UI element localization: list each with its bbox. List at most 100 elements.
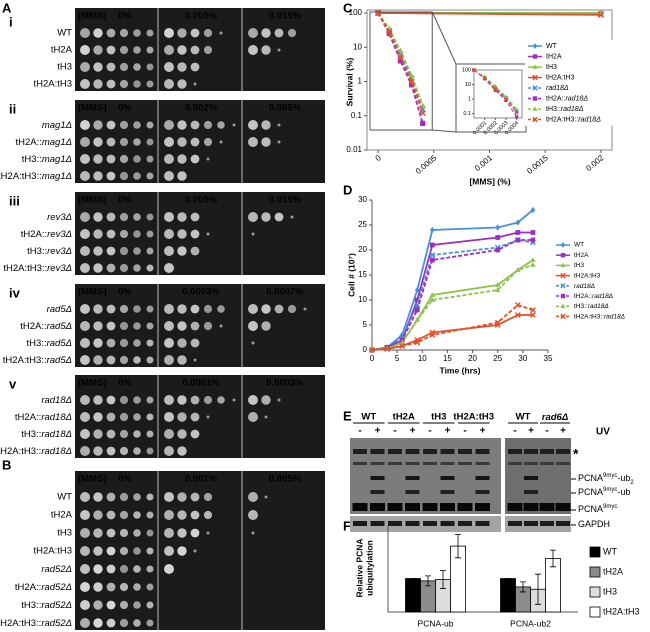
- data-point: [429, 332, 436, 338]
- colony-spot: [106, 546, 116, 556]
- lane-label: -: [358, 426, 361, 437]
- colony-spot: [106, 137, 116, 147]
- colony-spot: [177, 412, 187, 422]
- text-part: -ub: [617, 473, 630, 483]
- colony-spot: [177, 446, 187, 456]
- blot-band: [540, 521, 554, 526]
- legend-label: tH2A:tH3: [574, 272, 601, 279]
- dose-label: 0%: [118, 287, 132, 298]
- blot-band: [370, 476, 385, 480]
- legend-label: rad18Δ: [546, 85, 569, 92]
- y-tick-label: 0.1: [351, 111, 363, 120]
- series-line: [371, 303, 534, 351]
- blot-band: [405, 503, 420, 511]
- colony-spot: [164, 321, 174, 331]
- colony-spot: [203, 120, 213, 130]
- lane-group-label: rad6Δ: [542, 412, 568, 423]
- text-part: rad52Δ: [41, 600, 72, 611]
- text-part: 9myc: [603, 504, 617, 510]
- band-label: PCNA9myc-ub: [578, 487, 630, 498]
- inset-y-tick-label: 0.1: [463, 111, 471, 117]
- text-part: tH2A:tH3::: [574, 313, 604, 320]
- colony-spot: [261, 212, 271, 222]
- colony-spot: [119, 582, 129, 592]
- band-label: PCNA9myc: [578, 504, 617, 515]
- colony-spot: [164, 62, 174, 72]
- colony-spot: [277, 48, 281, 52]
- colony-spot: [93, 45, 103, 55]
- colony-spot: [146, 430, 154, 438]
- colony-spot: [248, 45, 258, 55]
- colony-spot: [177, 492, 187, 502]
- colony-spot: [193, 82, 197, 86]
- blot-band: [405, 462, 420, 465]
- colony-spot: [106, 429, 116, 439]
- colony-spot: [287, 28, 297, 38]
- lane-label: -: [545, 426, 548, 437]
- colony-spot: [274, 212, 284, 222]
- blot-band: [353, 462, 367, 465]
- colony-spot: [146, 63, 154, 71]
- y-tick-label: 5: [363, 320, 368, 329]
- panel-letter: F: [343, 518, 351, 533]
- legend-label: rad18Δ: [574, 283, 595, 290]
- legend-marker: [560, 242, 566, 248]
- data-point: [375, 9, 382, 17]
- blot-band: [405, 490, 420, 494]
- colony-spot: [93, 618, 103, 628]
- colony-spot: [261, 137, 271, 147]
- legend-marker: [560, 253, 566, 258]
- text-part: rad18Δ: [565, 95, 588, 102]
- dose-label: 0%: [118, 103, 132, 114]
- band-label: PCNA9myc-ub2: [578, 473, 634, 486]
- text-part: rev3Δ: [47, 212, 72, 223]
- y-axis-label: Cell # (10⁷): [346, 253, 356, 297]
- colony-spot: [248, 492, 258, 502]
- colony-spot: [80, 263, 90, 273]
- panel-letter: D: [343, 182, 352, 197]
- colony-spot: [146, 511, 154, 519]
- strain-label: tH2A:tH3::rad5Δ: [3, 355, 72, 366]
- colony-spot: [80, 546, 90, 556]
- colony-spot: [177, 171, 187, 181]
- data-point: [503, 96, 509, 102]
- lane-group-label: tH2A: [393, 412, 415, 423]
- colony-spot: [164, 120, 174, 130]
- blot-band: [539, 503, 555, 511]
- lane-label: -: [463, 426, 466, 437]
- data-point: [514, 302, 521, 308]
- legend-marker: [560, 313, 566, 320]
- legend-label: WT: [546, 43, 558, 50]
- blot-band: [508, 521, 522, 526]
- colony-spot: [177, 120, 187, 130]
- data-point: [386, 31, 392, 37]
- colony-spot: [119, 212, 129, 222]
- strain-label: tH2A::rad18Δ: [15, 412, 72, 423]
- text-part: rad18Δ: [561, 106, 584, 113]
- colony-spot: [146, 138, 154, 146]
- text-part: 9myc: [603, 487, 617, 493]
- text-part: tH2A::: [20, 321, 46, 332]
- text-part: rad18Δ: [41, 395, 72, 406]
- series-line: [473, 69, 518, 113]
- dose-label: 0.001%: [185, 474, 218, 485]
- colony-spot: [80, 510, 90, 520]
- colony-spot: [106, 355, 116, 365]
- colony-spot: [248, 137, 258, 147]
- x-tick-label: 0.001: [473, 153, 495, 173]
- colony-spot: [106, 28, 116, 38]
- colony-spot: [119, 79, 129, 89]
- dose-header: [MMS]: [78, 11, 107, 22]
- colony-spot: [133, 565, 141, 573]
- data-point: [471, 67, 477, 73]
- x-tick-label: PCNA-ub: [418, 618, 454, 628]
- strain-label: tH3::rev3Δ: [27, 246, 72, 257]
- legend-swatch: [589, 586, 601, 598]
- colony-spot: [177, 246, 187, 256]
- colony-spot: [261, 120, 271, 130]
- colony-spot: [119, 429, 129, 439]
- data-point: [384, 346, 391, 352]
- text-part: rad18Δ: [41, 412, 72, 423]
- colony-spot: [274, 28, 284, 38]
